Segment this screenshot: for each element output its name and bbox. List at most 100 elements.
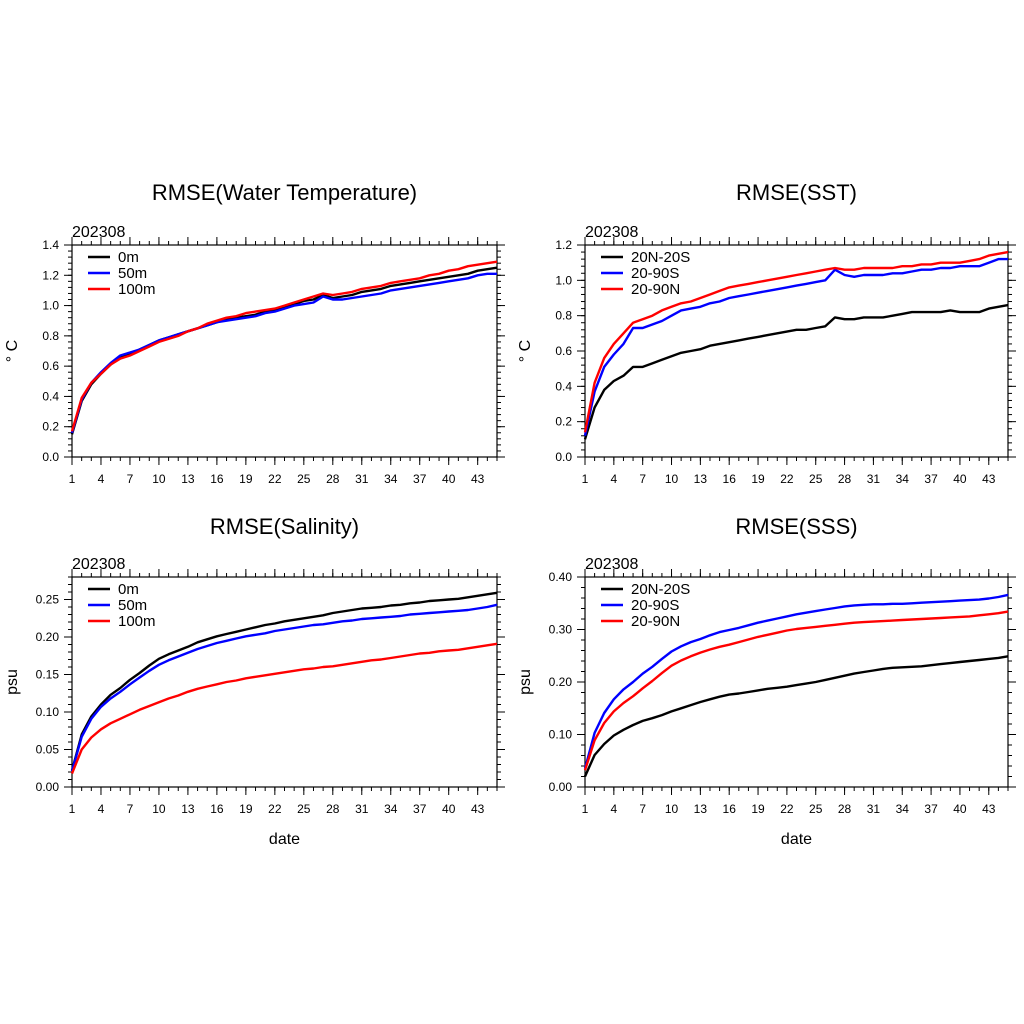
chart-panel-2: RMSE(SST) 202308 1 4 7 10 13 16 19 22 25 28 31 34 37 40… [517, 180, 1016, 486]
x-tick-label: 34 [896, 472, 910, 486]
chart-subtitle: 202308 [72, 556, 125, 573]
x-tick-label: 19 [239, 802, 253, 816]
y-tick-label: 0.20 [36, 630, 60, 644]
x-tick-label: 16 [210, 802, 224, 816]
y-tick-label: 0.4 [555, 379, 572, 393]
y-tick-label: 0.8 [42, 329, 59, 343]
legend-label: 50m [118, 265, 147, 282]
x-tick-label: 22 [268, 472, 282, 486]
y-tick-label: 0.40 [549, 570, 573, 584]
x-tick-label: 34 [384, 802, 398, 816]
legend-label: 50m [118, 597, 147, 614]
legend-label: 20-90N [631, 281, 680, 298]
x-tick-label: 37 [924, 472, 938, 486]
series-line-20-90S [583, 593, 1009, 769]
x-tick-label: 31 [867, 802, 881, 816]
x-tick-label: 25 [809, 472, 823, 486]
x-tick-label: 28 [326, 802, 340, 816]
x-tick-label: 7 [639, 472, 646, 486]
chart-title: RMSE(Water Temperature) [152, 180, 417, 205]
x-tick-label: 16 [723, 802, 737, 816]
series-line-0m [70, 591, 498, 771]
x-tick-label: 31 [867, 472, 881, 486]
legend-label: 20-90N [631, 613, 680, 630]
x-tick-label: 25 [297, 472, 311, 486]
x-tick-label: 43 [982, 802, 996, 816]
x-tick-label: 10 [152, 472, 166, 486]
x-tick-label: 19 [751, 802, 765, 816]
y-axis-label: psu [517, 669, 534, 695]
x-tick-label: 28 [326, 472, 340, 486]
x-tick-label: 13 [694, 802, 708, 816]
chart-subtitle: 202308 [585, 224, 638, 241]
y-tick-label: 0.05 [36, 743, 60, 757]
series-line-20-90N [583, 610, 1009, 771]
y-tick-label: 0.00 [549, 780, 573, 794]
x-tick-label: 43 [982, 472, 996, 486]
x-tick-label: 31 [355, 472, 369, 486]
x-tick-label: 13 [181, 802, 195, 816]
legend-label: 20N-20S [631, 581, 690, 598]
x-tick-label: 37 [413, 802, 427, 816]
x-tick-label: 4 [610, 472, 617, 486]
x-tick-label: 40 [442, 472, 456, 486]
legend-label: 0m [118, 249, 139, 266]
y-tick-label: 0.2 [42, 420, 59, 434]
x-tick-label: 19 [239, 472, 253, 486]
y-tick-label: 0.00 [36, 780, 60, 794]
x-tick-label: 28 [838, 472, 852, 486]
x-tick-label: 31 [355, 802, 369, 816]
y-tick-label: 0.0 [555, 450, 572, 464]
y-tick-label: 0.20 [549, 675, 573, 689]
x-tick-label: 1 [69, 472, 76, 486]
x-tick-label: 10 [665, 802, 679, 816]
x-tick-label: 1 [582, 472, 589, 486]
x-tick-label: 16 [723, 472, 737, 486]
x-tick-label: 4 [98, 802, 105, 816]
legend-label: 20-90S [631, 597, 679, 614]
x-tick-label: 7 [127, 472, 134, 486]
x-tick-label: 25 [297, 802, 311, 816]
x-tick-label: 34 [896, 802, 910, 816]
x-tick-label: 7 [639, 802, 646, 816]
y-tick-label: 0.25 [36, 593, 60, 607]
x-tick-label: 16 [210, 472, 224, 486]
x-tick-label: 40 [953, 472, 967, 486]
x-axis-label: date [269, 831, 300, 848]
x-tick-label: 40 [953, 802, 967, 816]
x-tick-label: 1 [582, 802, 589, 816]
y-axis-label: ° C [517, 340, 534, 362]
x-tick-label: 40 [442, 802, 456, 816]
x-tick-label: 10 [665, 472, 679, 486]
x-tick-label: 4 [98, 472, 105, 486]
chart-panel-3: RMSE(Salinity) 202308 1 4 7 10 13 16 19 22 25 28 31 3… [4, 514, 505, 848]
x-tick-label: 37 [924, 802, 938, 816]
x-tick-label: 22 [780, 802, 794, 816]
y-tick-label: 1.4 [42, 238, 59, 252]
x-tick-label: 19 [751, 472, 765, 486]
y-tick-label: 1.0 [42, 299, 59, 313]
x-tick-label: 1 [69, 802, 76, 816]
series-line-20-90N [583, 250, 1009, 433]
legend-label: 100m [118, 281, 156, 298]
x-tick-label: 22 [780, 472, 794, 486]
y-tick-label: 0.2 [555, 415, 572, 429]
series-line-20N-20S [583, 303, 1009, 440]
y-axis-label: ° C [4, 340, 21, 362]
x-tick-label: 22 [268, 802, 282, 816]
y-tick-label: 1.2 [42, 268, 59, 282]
x-tick-label: 4 [610, 802, 617, 816]
y-tick-label: 0.4 [42, 389, 59, 403]
x-tick-label: 10 [152, 802, 166, 816]
y-tick-label: 0.30 [549, 623, 573, 637]
x-tick-label: 43 [471, 472, 485, 486]
chart-subtitle: 202308 [585, 556, 638, 573]
x-tick-label: 34 [384, 472, 398, 486]
y-tick-label: 0.0 [42, 450, 59, 464]
chart-panel-1: RMSE(Water Temperature) 202308 1 4 7 10 13 16 19… [4, 180, 505, 486]
legend-label: 20-90S [631, 265, 679, 282]
y-tick-label: 1.0 [555, 273, 572, 287]
series-line-100m [70, 260, 498, 432]
x-tick-label: 43 [471, 802, 485, 816]
